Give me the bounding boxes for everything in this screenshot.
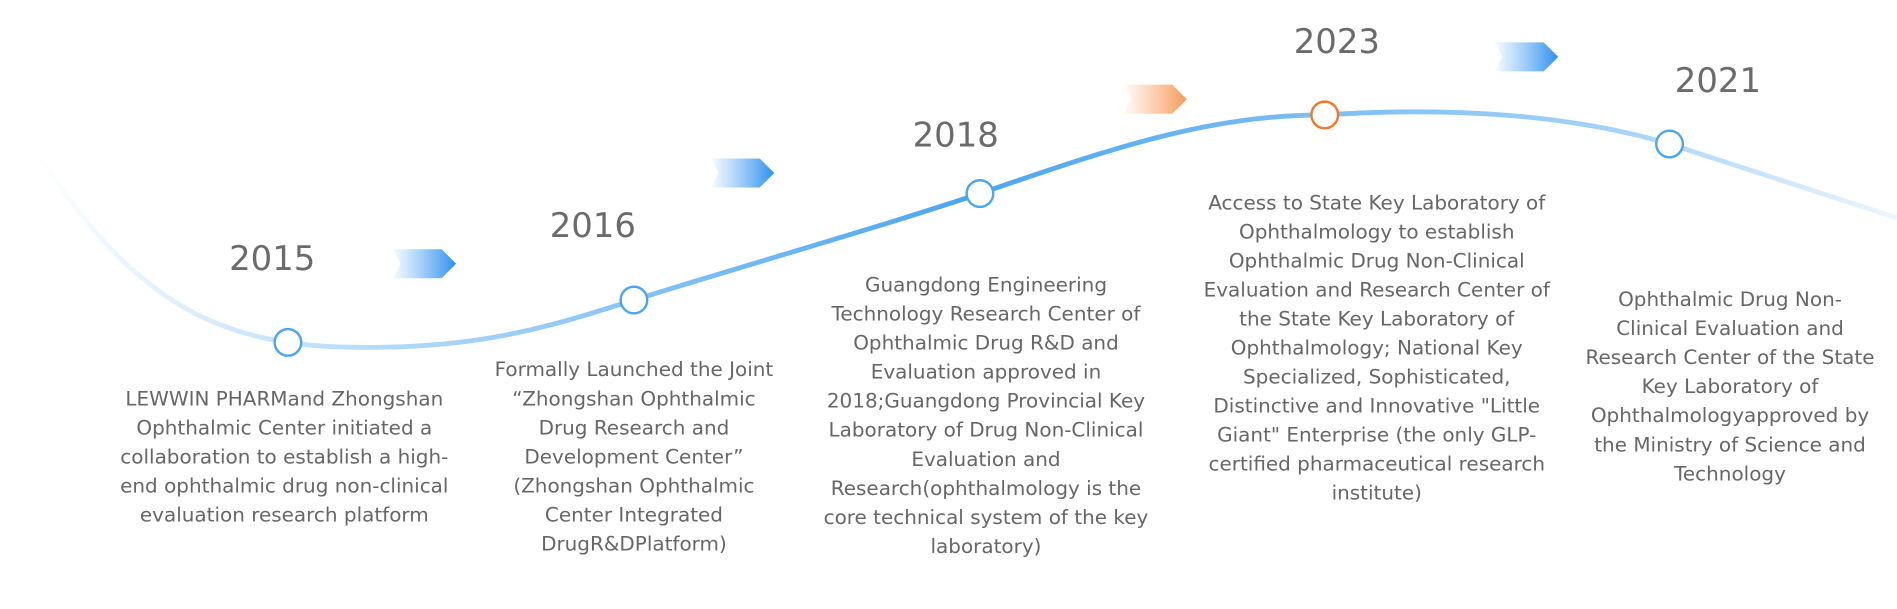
chevron-arrow-icon [1123, 84, 1187, 114]
milestone-description: Access to State Key Laboratory of Ophtha… [1203, 191, 1550, 505]
timeline-node[interactable] [965, 179, 995, 209]
milestone-year: 2016 [549, 205, 636, 246]
milestone-description: Formally Launched the Joint “Zhongshan O… [494, 358, 774, 556]
chevron-arrow-icon [1495, 42, 1559, 72]
milestone-description: LEWWIN PHARMand Zhongshan Ophthalmic Cen… [120, 387, 449, 527]
timeline-node[interactable] [1655, 129, 1685, 159]
milestone-year: 2023 [1293, 21, 1380, 62]
timeline-node[interactable] [1310, 100, 1340, 130]
milestone-description: Guangdong Engineering Technology Researc… [823, 273, 1149, 558]
chevron-arrow-icon [393, 249, 457, 279]
chevron-arrow-icon [711, 158, 775, 188]
milestone-year: 2015 [229, 238, 316, 279]
timeline-node[interactable] [619, 285, 649, 315]
milestone-year: 2021 [1674, 60, 1762, 101]
timeline-node[interactable] [273, 327, 303, 357]
milestone-description: Ophthalmic Drug Non-Clinical Evaluation … [1585, 287, 1875, 486]
milestone-year: 2018 [912, 114, 999, 155]
